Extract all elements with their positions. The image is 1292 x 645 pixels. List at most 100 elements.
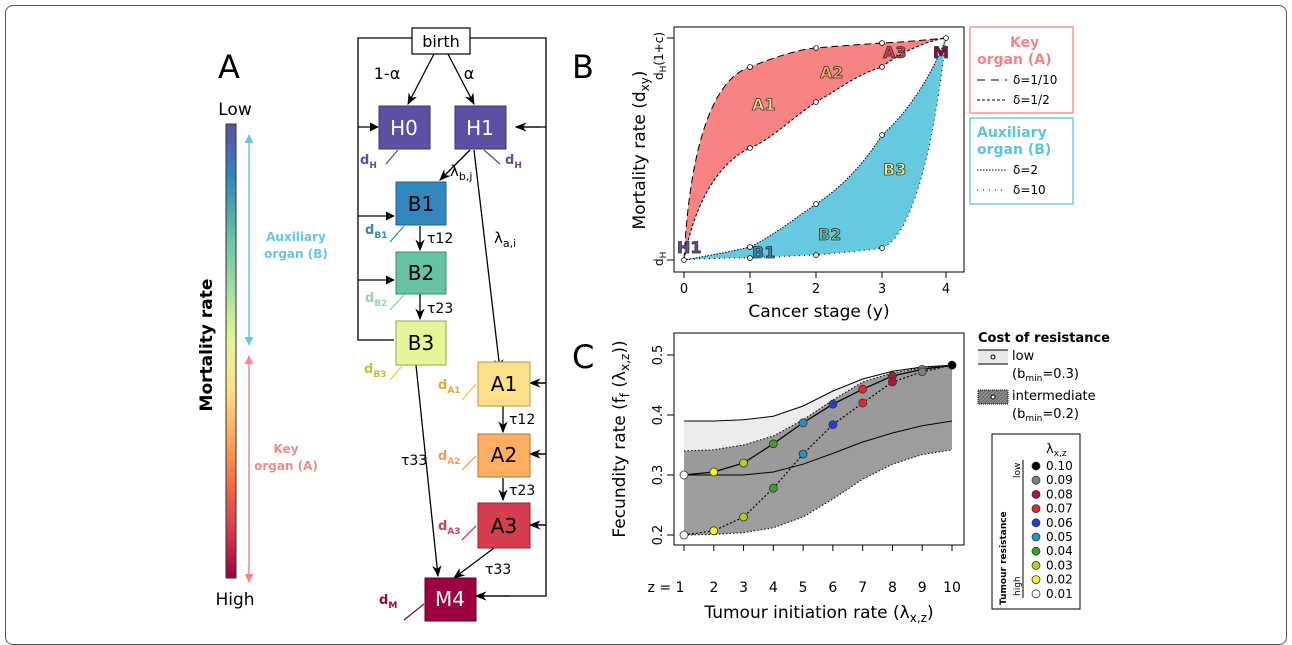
tau33-b-label: τ33 — [401, 453, 427, 469]
resistance-value-4: 0.06 — [1046, 516, 1073, 530]
stage-point-4 — [747, 244, 753, 250]
tau23-a-label: τ23 — [509, 483, 535, 499]
cost-legend-int-label: intermediate — [1012, 389, 1096, 404]
resistance-value-0: 0.10 — [1046, 459, 1073, 473]
resistance-value-1: 0.09 — [1046, 473, 1073, 487]
panel-b-stage-points — [681, 35, 949, 263]
panel-b-node-labels: H1 B1 B2 B3 A1 A2 A3 M — [677, 43, 950, 263]
stage-point-7 — [747, 145, 753, 151]
resistance-swatch-7 — [1031, 561, 1041, 570]
stage-point-10 — [747, 64, 753, 70]
panel-c-xlabel: Tumour initiation rate (λx,z) — [703, 603, 933, 624]
ytick-label-0: 0.2 — [651, 525, 666, 546]
panel-b-curves — [683, 37, 947, 261]
resistance-side-title: Tumour resistance — [999, 511, 1009, 605]
key-legend-entry-1: δ=1/10 — [1013, 73, 1057, 87]
death-label-b3: dB3 — [364, 362, 386, 380]
panel-b-ytick-bottom: dH — [652, 252, 669, 266]
panel-b-xlabel: Cancer stage (y) — [748, 302, 889, 322]
panel-b-ylabel: Mortality rate (dxy) — [630, 71, 652, 230]
stage-point-12 — [879, 40, 885, 46]
node-b1-label: B1 — [408, 192, 434, 216]
panel-b-xtick-3: 3 — [878, 282, 886, 297]
panel-c-ylabel: Fecundity rate (ff (λx,z)) — [610, 340, 632, 537]
stage-point-2 — [813, 252, 819, 258]
xtick-label-3: 3 — [739, 580, 748, 596]
death-label-h0: dH — [360, 153, 377, 171]
tau33-a-label: τ33 — [485, 562, 511, 578]
resistance-value-9: 0.01 — [1046, 587, 1073, 601]
node-a2-label: A2 — [491, 443, 517, 467]
point-low-1 — [679, 470, 689, 480]
xtick-label-5: 5 — [799, 580, 808, 596]
xtick-label-7: 7 — [858, 580, 867, 596]
lambda-a-label: λa,i — [494, 229, 516, 250]
band-int-upper — [683, 364, 953, 452]
stage-point-11 — [813, 45, 819, 51]
band-low-upper — [684, 364, 953, 422]
panel-b-xtick-0: 0 — [680, 282, 688, 297]
panel-b-xtick-2: 2 — [812, 282, 820, 297]
resistance-high-label: high — [1013, 576, 1023, 596]
key-label-line2: organ (A) — [254, 459, 318, 473]
birth-label: birth — [422, 32, 460, 51]
panel-b-plot-frame — [673, 26, 965, 273]
band-low-lower — [684, 420, 953, 476]
key-legend-entry-2: δ=1/2 — [1013, 93, 1050, 107]
node-m4-label: M4 — [435, 587, 465, 611]
flow-arrows — [407, 53, 546, 601]
key-label-line1: Key — [273, 442, 298, 456]
colorbar-axis-title: Mortality rate — [197, 279, 217, 412]
aux-legend-title-1: Auxiliary — [977, 125, 1047, 141]
resistance-value-2: 0.08 — [1046, 487, 1073, 501]
resistance-swatch-2 — [1031, 489, 1041, 499]
xtick-label-4: 4 — [769, 580, 778, 596]
point-low-3 — [739, 458, 748, 468]
tau23-b-label: τ23 — [427, 301, 453, 317]
panel-a-letter: A — [218, 48, 240, 86]
cost-legend-low-param: (bmin=0.3) — [1012, 367, 1079, 384]
death-arrows — [385, 149, 501, 621]
point-intermediate-9 — [917, 367, 927, 377]
stage-point-9 — [879, 64, 885, 70]
node-a1-label: A1 — [491, 372, 517, 396]
xtick-label-6: 6 — [828, 580, 837, 596]
point-low-5 — [798, 418, 808, 428]
point-low-2 — [709, 467, 719, 477]
death-label-a2: dA2 — [438, 449, 461, 467]
point-intermediate-2 — [709, 526, 719, 536]
auxiliary-organ-legend — [969, 117, 1074, 205]
auxiliary-label-line2: organ (B) — [264, 247, 328, 261]
node-a2 — [477, 433, 531, 478]
band-intermediate-cost — [684, 365, 952, 535]
point-intermediate-10 — [947, 360, 957, 370]
one-minus-alpha-label: 1-α — [374, 64, 401, 83]
series-low-line — [683, 364, 953, 476]
node-m4 — [424, 577, 477, 622]
resistance-swatch-1 — [1031, 475, 1041, 485]
death-label-b2: dB2 — [365, 291, 387, 309]
key-legend-title-1: Key — [1010, 35, 1039, 51]
death-label-a3: dA3 — [438, 519, 461, 537]
series-intermediate-line — [683, 364, 953, 536]
lambda-b-label: λb,j — [450, 162, 472, 183]
death-label-a1: dA1 — [438, 378, 461, 396]
node-b3-label: B3 — [408, 331, 434, 355]
stage-point-3 — [879, 245, 885, 251]
panel-c-xticks: 2 3 4 5 6 7 8 9 10 — [683, 545, 961, 596]
panel-c-xtick-first: z = 1 — [648, 580, 685, 596]
key-legend-title-2: organ (A) — [977, 52, 1051, 68]
node-h0 — [378, 105, 431, 150]
panel-b-xtick-1: 1 — [746, 282, 754, 297]
ytick-label-1: 0.3 — [651, 465, 666, 486]
panel-c-letter: C — [572, 338, 594, 376]
stage-point-6 — [879, 132, 885, 138]
aux-legend-entry-1: δ=2 — [1013, 163, 1038, 177]
xtick-label-10: 10 — [943, 580, 961, 596]
stage-label-h1: H1 — [677, 238, 702, 257]
panel-c-plot — [679, 360, 957, 540]
panel-c-yticks: 0.2 0.3 0.4 0.5 — [651, 345, 674, 546]
stage-point-0 — [681, 257, 687, 263]
xtick-label-8: 8 — [888, 580, 897, 596]
panel-b-ytick-top: dH(1+c) — [652, 32, 669, 80]
